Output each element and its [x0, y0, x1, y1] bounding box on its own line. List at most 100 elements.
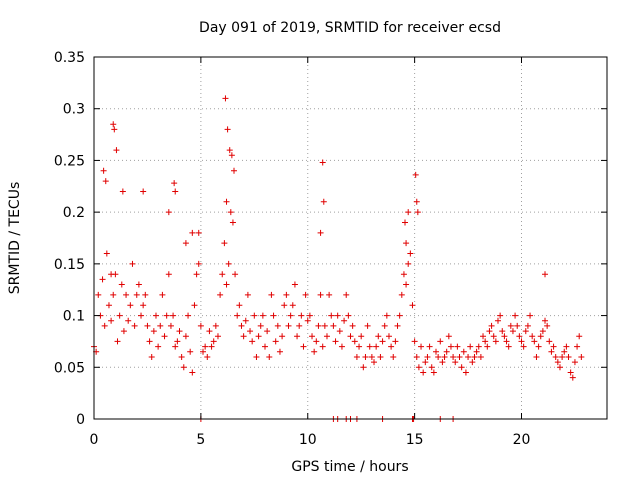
data-point: [306, 312, 313, 319]
data-point: [108, 271, 115, 278]
data-point: [283, 291, 290, 298]
data-point: [219, 271, 226, 278]
data-point: [336, 328, 343, 335]
data-point: [111, 126, 118, 133]
data-point: [548, 348, 555, 355]
x-tick-label: 0: [90, 432, 99, 448]
data-point: [123, 291, 130, 298]
data-point: [454, 343, 461, 350]
data-point: [527, 312, 534, 319]
data-point: [465, 353, 472, 360]
data-point: [105, 302, 112, 309]
data-point: [567, 369, 574, 376]
data-point: [148, 353, 155, 360]
data-point: [309, 333, 316, 340]
data-point: [138, 312, 145, 319]
data-point: [270, 312, 277, 319]
data-point: [420, 369, 427, 376]
data-point: [430, 369, 437, 376]
data-point: [300, 343, 307, 350]
data-point: [509, 328, 516, 335]
data-point: [212, 322, 219, 329]
data-point: [379, 338, 386, 345]
data-point: [315, 322, 322, 329]
data-point: [155, 343, 162, 350]
data-point: [338, 343, 345, 350]
data-point: [247, 328, 254, 335]
data-point: [317, 291, 324, 298]
data-point: [330, 322, 337, 329]
data-point: [494, 317, 501, 324]
data-point: [326, 291, 333, 298]
data-point: [343, 291, 350, 298]
data-point: [222, 95, 229, 102]
data-point: [259, 312, 266, 319]
data-point: [116, 312, 123, 319]
data-point: [321, 322, 328, 329]
data-point: [362, 353, 369, 360]
data-point: [456, 353, 463, 360]
data-point: [223, 198, 230, 205]
data-point: [467, 343, 474, 350]
data-point: [172, 343, 179, 350]
chart-title: Day 091 of 2019, SRMTID for receiver ecs…: [199, 20, 501, 36]
data-point: [146, 338, 153, 345]
data-point: [424, 353, 431, 360]
data-point: [161, 333, 168, 340]
data-point: [507, 322, 514, 329]
data-point: [95, 291, 102, 298]
data-point: [403, 281, 410, 288]
data-point: [413, 198, 420, 205]
data-point: [101, 322, 108, 329]
data-point: [118, 281, 125, 288]
data-point: [110, 121, 117, 128]
data-point: [377, 353, 384, 360]
data-point: [127, 302, 134, 309]
data-point: [482, 338, 489, 345]
data-point: [289, 302, 296, 309]
data-point: [157, 322, 164, 329]
data-point: [244, 291, 251, 298]
data-point: [150, 328, 157, 335]
data-point: [226, 147, 233, 154]
data-point: [411, 338, 418, 345]
data-point: [351, 338, 358, 345]
data-point: [178, 353, 185, 360]
x-axis-label: GPS time / hours: [291, 459, 408, 475]
data-point: [501, 333, 508, 340]
data-point: [227, 209, 234, 216]
data-point: [228, 152, 235, 159]
data-point: [441, 353, 448, 360]
data-point: [452, 359, 459, 366]
data-point: [200, 348, 207, 355]
data-point: [113, 147, 120, 154]
data-point: [480, 333, 487, 340]
data-point: [253, 353, 260, 360]
data-point: [447, 343, 454, 350]
data-point: [234, 312, 241, 319]
data-point: [165, 271, 172, 278]
data-point: [144, 322, 151, 329]
data-point: [182, 240, 189, 247]
y-tick-label: 0.35: [54, 50, 85, 66]
data-point: [392, 338, 399, 345]
data-point: [563, 343, 570, 350]
data-point: [364, 322, 371, 329]
data-point: [170, 312, 177, 319]
data-point: [569, 374, 576, 381]
data-point: [206, 328, 213, 335]
data-point: [319, 343, 326, 350]
data-point: [450, 353, 457, 360]
data-point: [559, 353, 566, 360]
data-point: [375, 333, 382, 340]
data-point: [266, 353, 273, 360]
data-point: [531, 338, 538, 345]
data-point: [503, 338, 510, 345]
data-point: [189, 369, 196, 376]
y-tick-label: 0.1: [63, 309, 85, 325]
x-tick-label: 10: [299, 432, 317, 448]
data-point: [473, 348, 480, 355]
y-tick-label: 0.2: [63, 205, 85, 221]
data-point: [208, 343, 215, 350]
data-point: [185, 312, 192, 319]
